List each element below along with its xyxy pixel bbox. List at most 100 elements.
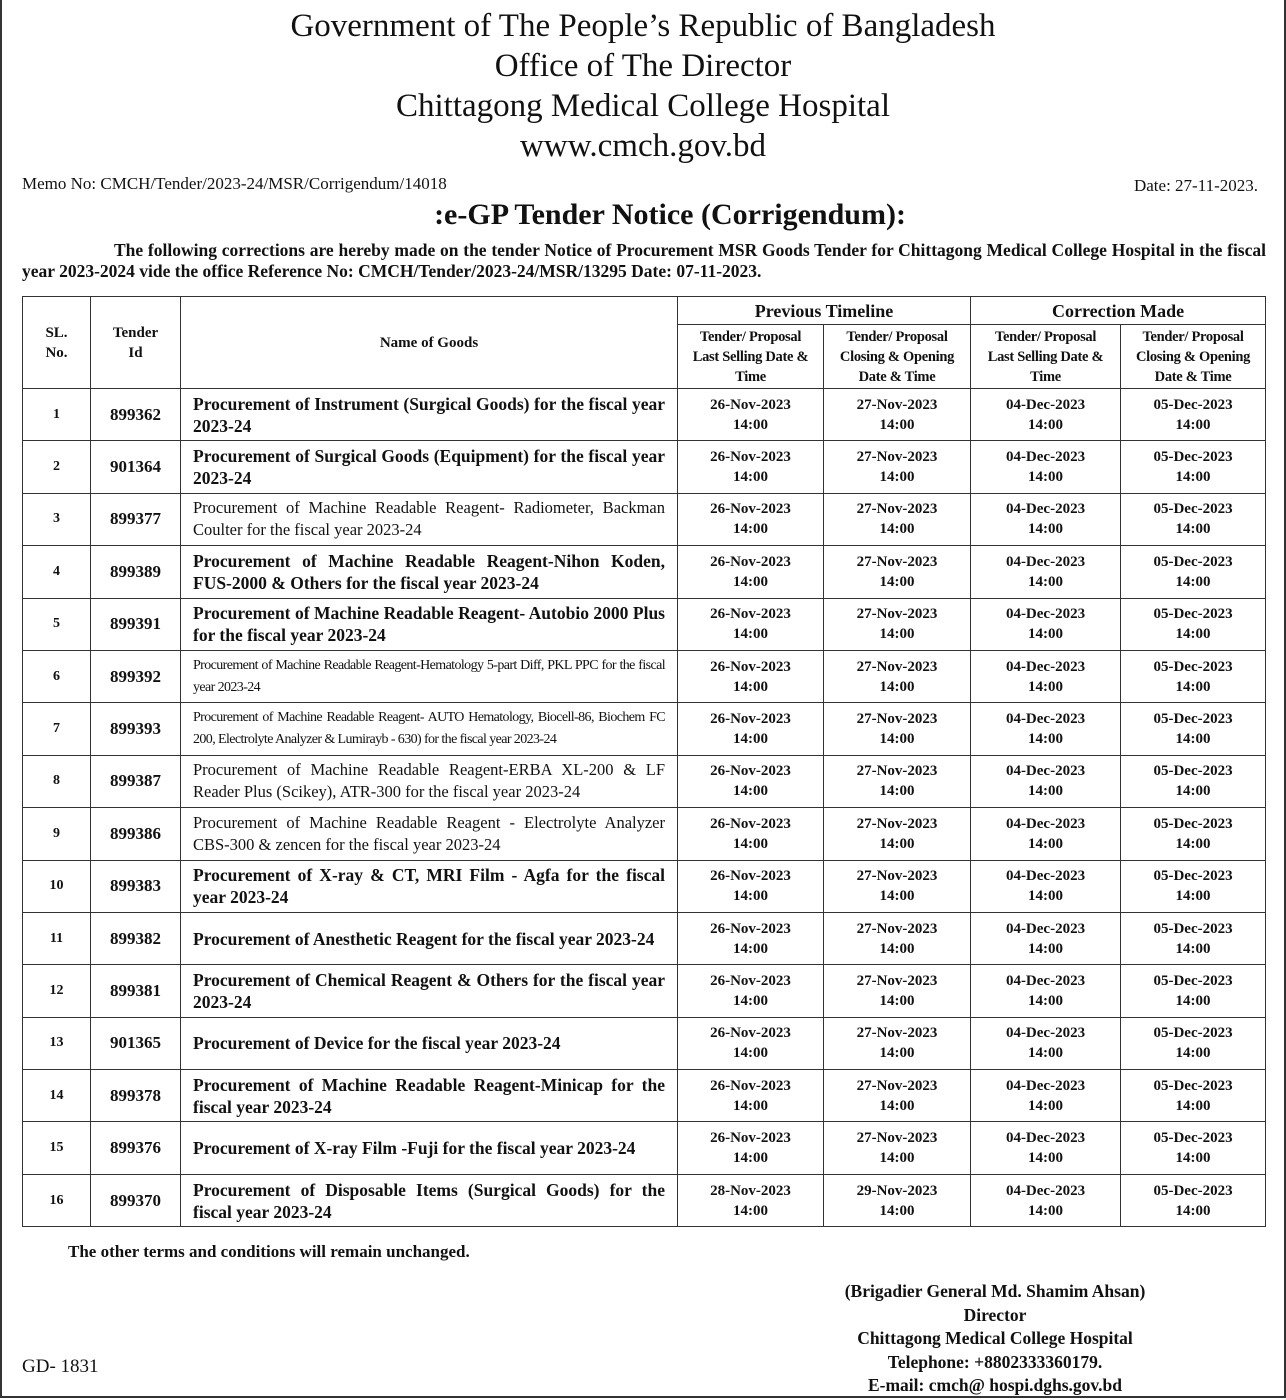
table-row: 1 899362 Procurement of Instrument (Surgic… [22, 387, 1267, 442]
row-tender-id: 899378 [90, 1069, 181, 1123]
row-new-last-selling: 04-Dec-2023 14:00 [970, 807, 1122, 861]
header-prev-last-selling: Tender/ Proposal Last Selling Date & Tim… [677, 324, 824, 389]
row-prev-closing-opening: 27-Nov-2023 14:00 [822, 1069, 972, 1123]
row-name-of-goods: Procurement of Machine Readable Reagent-… [180, 492, 678, 547]
row-tender-id: 899392 [90, 649, 181, 704]
row-new-last-selling: 04-Dec-2023 14:00 [970, 911, 1122, 966]
row-new-closing-opening: 05-Dec-2023 14:00 [1120, 1069, 1267, 1123]
notice-paragraph: The following corrections are hereby mad… [22, 240, 1266, 281]
row-prev-closing-opening: 27-Nov-2023 14:00 [822, 807, 972, 861]
row-prev-last-selling: 26-Nov-2023 14:00 [677, 1069, 824, 1123]
row-tender-id: 899386 [90, 807, 181, 861]
row-new-closing-opening: 05-Dec-2023 14:00 [1120, 859, 1267, 913]
row-name-of-goods: Procurement of Disposable Items (Surgica… [180, 1173, 678, 1228]
row-new-last-selling: 04-Dec-2023 14:00 [970, 702, 1122, 756]
signatory-email: E-mail: cmch@ hospi.dghs.gov.bd [867, 1375, 1123, 1395]
row-tender-id: 901364 [90, 440, 181, 494]
row-name-of-goods: Procurement of Machine Readable Reagent-… [180, 545, 678, 599]
row-new-closing-opening: 05-Dec-2023 14:00 [1120, 387, 1267, 442]
table-row: 13 901365 Procurement of Device for the fi… [22, 1016, 1267, 1071]
row-prev-closing-opening: 27-Nov-2023 14:00 [822, 859, 972, 913]
row-new-closing-opening: 05-Dec-2023 14:00 [1120, 754, 1267, 809]
table-row: 9 899386 Procurement of Machine Readable R… [22, 807, 1267, 861]
row-sl: 9 [22, 807, 91, 861]
row-prev-last-selling: 26-Nov-2023 14:00 [677, 440, 824, 494]
row-prev-last-selling: 26-Nov-2023 14:00 [677, 387, 824, 442]
header-previous-timeline: Previous Timeline [676, 296, 972, 325]
row-prev-last-selling: 26-Nov-2023 14:00 [677, 964, 824, 1018]
signatory-title: Director [963, 1304, 1027, 1325]
header-correction-made: Correction Made [970, 296, 1267, 325]
tender-table: SL. No. Tender Id Name of Goods Previous… [22, 296, 1267, 1228]
row-prev-closing-opening: 27-Nov-2023 14:00 [822, 754, 972, 809]
row-tender-id: 899376 [90, 1121, 181, 1175]
row-prev-closing-opening: 27-Nov-2023 14:00 [822, 911, 972, 966]
row-tender-id: 899387 [90, 754, 181, 809]
row-tender-id: 899370 [90, 1173, 181, 1228]
row-prev-closing-opening: 27-Nov-2023 14:00 [822, 440, 972, 494]
row-tender-id: 899382 [90, 911, 181, 966]
header-tender-id: Tender Id [90, 296, 181, 389]
row-new-last-selling: 04-Dec-2023 14:00 [970, 1121, 1122, 1175]
header-name-of-goods: Name of Goods [180, 296, 678, 389]
row-sl: 6 [22, 649, 91, 704]
row-new-last-selling: 04-Dec-2023 14:00 [970, 387, 1122, 442]
row-prev-closing-opening: 27-Nov-2023 14:00 [822, 387, 972, 442]
signatory-org: Chittagong Medical College Hospital [857, 1328, 1133, 1348]
footnote: The other terms and conditions will rema… [68, 1242, 470, 1261]
row-sl: 8 [22, 754, 91, 809]
row-sl: 1 [22, 387, 91, 442]
header-office: Office of The Director [494, 48, 792, 84]
row-new-last-selling: 04-Dec-2023 14:00 [970, 649, 1122, 704]
row-new-last-selling: 04-Dec-2023 14:00 [970, 1016, 1122, 1071]
header-new-closing-opening: Tender/ Proposal Closing & Opening Date … [1120, 324, 1267, 389]
row-name-of-goods: Procurement of Instrument (Surgical Good… [180, 387, 678, 442]
header-hospital: Chittagong Medical College Hospital [395, 88, 890, 124]
row-new-last-selling: 04-Dec-2023 14:00 [970, 1173, 1122, 1228]
notice-date: Date: 27-11-2023. [1133, 176, 1258, 195]
row-new-last-selling: 04-Dec-2023 14:00 [970, 597, 1122, 651]
row-tender-id: 899391 [90, 597, 181, 651]
row-new-closing-opening: 05-Dec-2023 14:00 [1120, 597, 1267, 651]
row-name-of-goods: Procurement of Machine Readable Reagent-… [180, 597, 678, 651]
row-sl: 12 [22, 964, 91, 1018]
row-tender-id: 901365 [90, 1016, 181, 1071]
header-sl: SL. No. [22, 296, 91, 389]
row-name-of-goods: Procurement of Machine Readable Reagent … [180, 807, 678, 861]
header-new-last-selling: Tender/ Proposal Last Selling Date & Tim… [970, 324, 1122, 389]
row-sl: 14 [22, 1069, 91, 1123]
row-sl: 16 [22, 1173, 91, 1228]
row-prev-closing-opening: 27-Nov-2023 14:00 [822, 702, 972, 756]
row-sl: 3 [22, 492, 91, 547]
table-row: 14 899378 Procurement of Machine Readable … [22, 1069, 1267, 1123]
row-prev-last-selling: 26-Nov-2023 14:00 [677, 1016, 824, 1071]
row-tender-id: 899381 [90, 964, 181, 1018]
table-row: 5 899391 Procurement of Machine Readable R… [22, 597, 1267, 651]
notice-title: :e-GP Tender Notice (Corrigendum): [434, 198, 906, 231]
table-row: 12 899381 Procurement of Chemical Reagent … [22, 964, 1267, 1018]
row-new-last-selling: 04-Dec-2023 14:00 [970, 859, 1122, 913]
row-new-closing-opening: 05-Dec-2023 14:00 [1120, 964, 1267, 1018]
table-row: 4 899389 Procurement of Machine Readable R… [22, 545, 1267, 599]
row-prev-last-selling: 26-Nov-2023 14:00 [677, 1121, 824, 1175]
row-prev-last-selling: 26-Nov-2023 14:00 [677, 649, 824, 704]
row-prev-closing-opening: 27-Nov-2023 14:00 [822, 964, 972, 1018]
row-prev-closing-opening: 27-Nov-2023 14:00 [822, 492, 972, 547]
row-name-of-goods: Procurement of X-ray & CT, MRI Film - Ag… [180, 859, 678, 913]
row-new-closing-opening: 05-Dec-2023 14:00 [1120, 492, 1267, 547]
row-prev-last-selling: 26-Nov-2023 14:00 [677, 702, 824, 756]
row-new-closing-opening: 05-Dec-2023 14:00 [1120, 440, 1267, 494]
row-prev-closing-opening: 29-Nov-2023 14:00 [822, 1173, 972, 1228]
row-sl: 2 [22, 440, 91, 494]
row-new-closing-opening: 05-Dec-2023 14:00 [1120, 1016, 1267, 1071]
row-new-closing-opening: 05-Dec-2023 14:00 [1120, 1121, 1267, 1175]
header-prev-closing-opening: Tender/ Proposal Closing & Opening Date … [822, 324, 972, 389]
row-name-of-goods: Procurement of Chemical Reagent & Others… [180, 964, 678, 1018]
signatory-name: (Brigadier General Md. Shamim Ahsan) [844, 1281, 1146, 1301]
row-prev-closing-opening: 27-Nov-2023 14:00 [822, 1121, 972, 1175]
header-government: Government of The People’s Republic of B… [290, 8, 996, 44]
row-name-of-goods: Procurement of Machine Readable Reagent-… [180, 649, 678, 704]
row-tender-id: 899383 [90, 859, 181, 913]
row-new-last-selling: 04-Dec-2023 14:00 [970, 964, 1122, 1018]
